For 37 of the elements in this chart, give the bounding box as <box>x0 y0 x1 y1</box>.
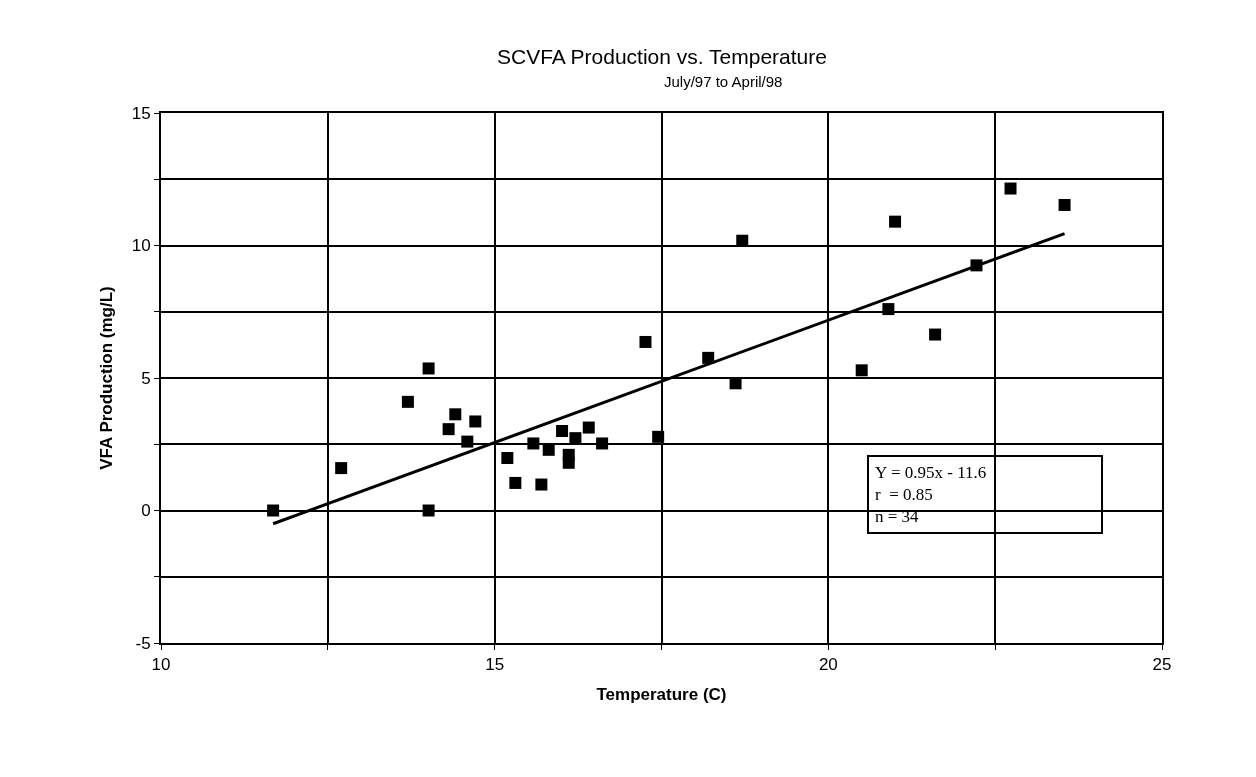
y-axis-title: VFA Production (mg/L) <box>96 286 116 470</box>
y-tick-label: 5 <box>141 368 151 388</box>
point <box>461 435 474 448</box>
point <box>562 456 575 469</box>
point <box>652 430 665 443</box>
point <box>639 335 652 348</box>
point <box>527 437 540 450</box>
point <box>929 328 942 341</box>
x-axis-title: Temperature (C) <box>596 685 727 705</box>
point <box>582 421 595 434</box>
point <box>1004 182 1017 195</box>
point <box>335 462 348 475</box>
y-tick-label: 15 <box>131 103 151 123</box>
point <box>401 395 414 408</box>
x-tick-label: 20 <box>818 655 838 675</box>
y-tick-label: 10 <box>131 236 151 256</box>
x-tick-label: 25 <box>1152 655 1172 675</box>
point <box>596 437 609 450</box>
point <box>422 504 435 517</box>
point <box>442 423 455 436</box>
point <box>422 362 435 375</box>
y-tick-label: 0 <box>141 501 151 521</box>
point <box>469 415 482 428</box>
point <box>535 478 548 491</box>
point <box>449 408 462 421</box>
point <box>267 504 280 517</box>
point <box>556 425 569 437</box>
x-tick-label: 15 <box>485 655 505 675</box>
point <box>501 452 514 465</box>
point <box>855 364 868 377</box>
point <box>882 303 895 316</box>
y-tick-label: -5 <box>135 633 151 653</box>
chart-title: SCVFA Production vs. Temperature <box>497 45 827 68</box>
chart-subtitle: July/97 to April/98 <box>664 73 783 90</box>
point <box>889 215 902 228</box>
point <box>509 476 522 489</box>
point <box>1058 198 1071 211</box>
